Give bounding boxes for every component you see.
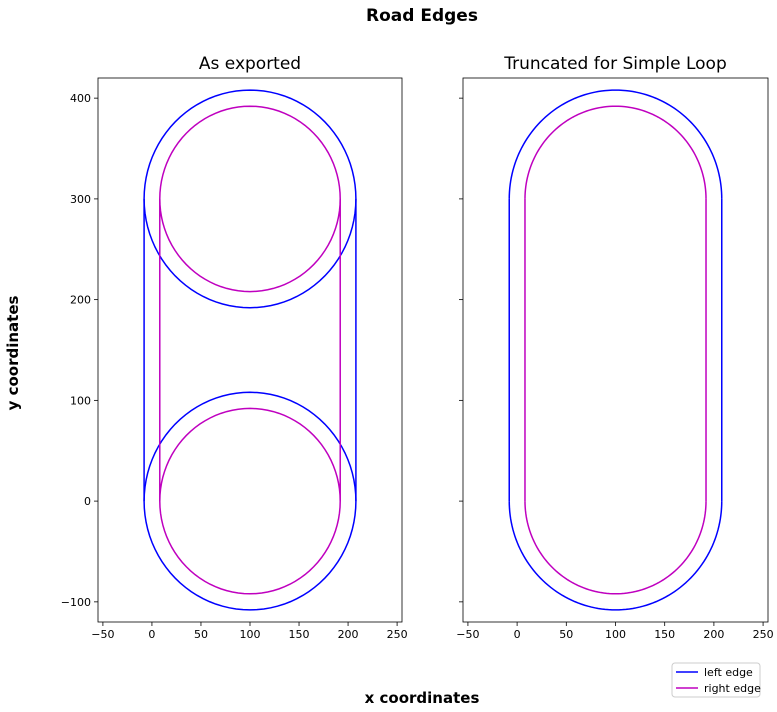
legend-left-edge-label: left edge [704,666,753,679]
axes-layer: As exported −50 0 50 100 150 200 250 −100 0 100 200… [61,54,774,641]
chart-title: Truncated for Simple Loop [503,54,727,74]
x-tick-label: 250 [753,628,774,641]
x-tick-label: 150 [654,628,675,641]
x-tick-label: 0 [514,628,521,641]
left-edge-line [508,501,723,611]
chart-2: Truncated for Simple Loop −50 0 50 100 150 200… [456,54,773,641]
y-tick-label: 0 [84,495,91,508]
figure-xlabel: x coordinates [365,689,480,707]
left-edge-line [508,89,723,199]
chart-1: As exported −50 0 50 100 150 200 250 −100 0 100 200… [61,54,408,641]
y-tick-label: 300 [70,193,91,206]
x-tick-label: −50 [91,628,114,641]
legend: left edge right edge [671,662,761,698]
x-tick-label: 250 [387,628,408,641]
figure-ylabel: y coordinates [4,296,22,411]
x-tick-label: 100 [605,628,626,641]
right-edge-line [524,501,707,595]
y-tick-label: 100 [70,394,91,407]
y-tick-label: 400 [70,92,91,105]
plot-area [508,89,723,611]
x-tick-label: 0 [148,628,155,641]
chart-title: As exported [199,54,301,74]
figure-suptitle: Road Edges [366,6,478,26]
right-edge-line [524,105,707,199]
plot-area [143,89,357,611]
y-tick-label: −100 [61,596,91,609]
x-tick-label: 100 [240,628,261,641]
x-tick-label: 50 [194,628,208,641]
x-tick-label: 50 [559,628,573,641]
x-tick-label: 150 [289,628,310,641]
y-tick-label: 200 [70,294,91,307]
x-tick-label: 200 [703,628,724,641]
legend-right-edge-label: right edge [704,682,761,695]
x-tick-label: 200 [338,628,359,641]
x-tick-label: −50 [456,628,479,641]
